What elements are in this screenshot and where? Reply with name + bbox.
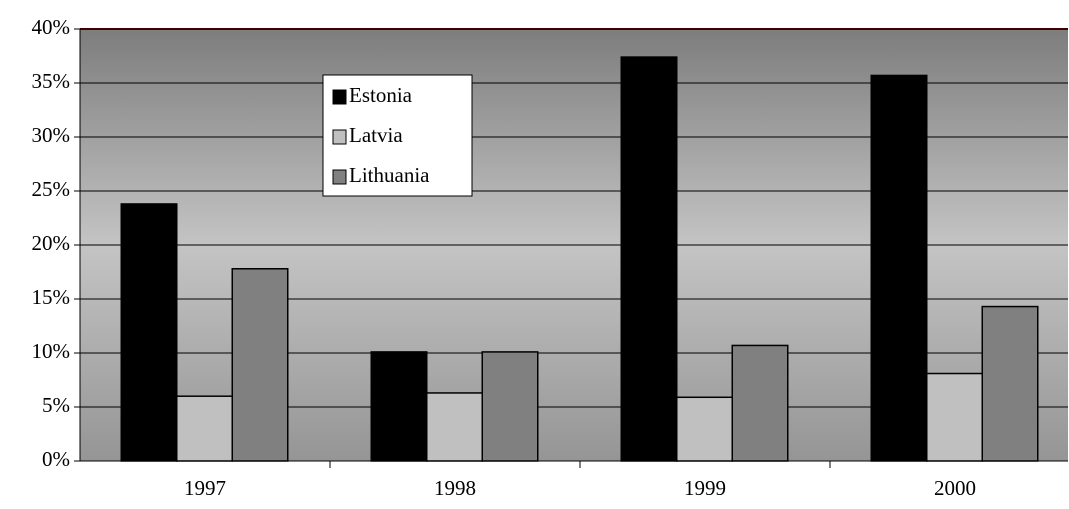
bar <box>731 344 789 462</box>
bar <box>231 268 289 462</box>
y-tick-label: 20% <box>32 231 71 255</box>
x-tick-label: 1999 <box>684 476 726 500</box>
legend-swatch <box>332 129 347 145</box>
bar <box>981 305 1039 462</box>
x-tick-label: 1997 <box>184 476 226 500</box>
legend-label: Latvia <box>349 123 403 147</box>
y-tick-label: 10% <box>32 339 71 363</box>
legend-swatch <box>332 89 347 105</box>
y-tick-label: 25% <box>32 177 71 201</box>
y-tick-label: 15% <box>32 285 71 309</box>
legend-box <box>322 74 473 197</box>
bar <box>176 395 233 462</box>
bar <box>426 392 483 462</box>
legend-label: Estonia <box>349 83 413 107</box>
legend-label: Lithuania <box>349 163 430 187</box>
bar <box>676 396 733 462</box>
y-tick-label: 35% <box>32 69 71 93</box>
bar <box>120 203 178 462</box>
bar <box>620 56 678 462</box>
y-tick-label: 30% <box>32 123 71 147</box>
bar <box>870 74 928 462</box>
x-tick-label: 2000 <box>934 476 976 500</box>
bar <box>481 351 539 462</box>
y-tick-label: 5% <box>42 393 70 417</box>
y-tick-label: 40% <box>32 15 71 39</box>
bar <box>370 351 428 462</box>
legend-swatch <box>332 169 347 185</box>
y-tick-label: 0% <box>42 447 70 471</box>
x-tick-label: 1998 <box>434 476 476 500</box>
bar <box>926 372 983 462</box>
